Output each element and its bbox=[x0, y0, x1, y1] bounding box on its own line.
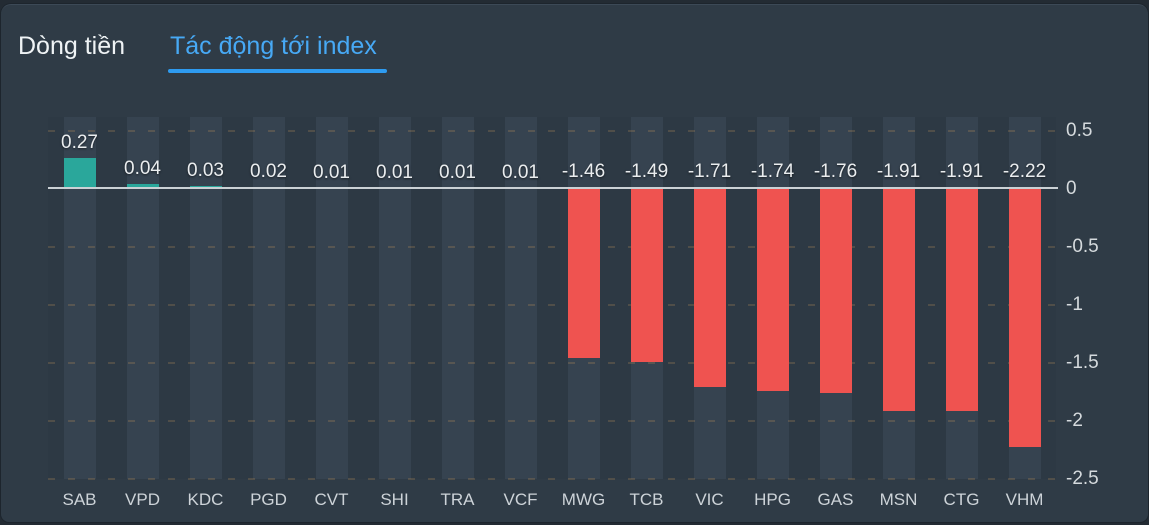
y-axis-label: -2 bbox=[1066, 410, 1083, 431]
y-axis-label: -1.5 bbox=[1066, 352, 1099, 373]
x-axis-label: KDC bbox=[187, 490, 224, 509]
value-label: 0.27 bbox=[61, 131, 98, 153]
value-label: -1.91 bbox=[939, 161, 984, 182]
gridline bbox=[48, 246, 1056, 248]
gridline bbox=[48, 478, 1056, 480]
x-axis-label: TCB bbox=[629, 490, 664, 509]
bar-hpg[interactable] bbox=[756, 189, 789, 391]
value-label: 0.01 bbox=[439, 161, 476, 183]
value-label: -1.49 bbox=[624, 161, 669, 182]
x-axis-label: SAB bbox=[62, 490, 97, 509]
gridline bbox=[48, 420, 1056, 422]
x-axis-label: VHM bbox=[1005, 490, 1044, 509]
value-label: 0.01 bbox=[313, 161, 350, 183]
column-backdrop bbox=[504, 117, 537, 479]
y-axis-label: 0 bbox=[1066, 178, 1077, 199]
bar-mwg[interactable] bbox=[567, 189, 600, 359]
x-axis-label: CVT bbox=[314, 490, 349, 509]
value-label: -1.46 bbox=[561, 161, 606, 182]
value-label: -2.22 bbox=[1002, 161, 1047, 182]
value-label: 0.02 bbox=[250, 160, 287, 182]
x-axis-label: MWG bbox=[561, 490, 606, 509]
gridline bbox=[48, 304, 1056, 306]
x-axis-label: PGD bbox=[250, 490, 287, 509]
y-axis-label: -0.5 bbox=[1066, 236, 1099, 257]
x-axis-label: SHI bbox=[380, 490, 409, 509]
bar-tcb[interactable] bbox=[630, 189, 663, 362]
gridline bbox=[48, 130, 1056, 132]
column-backdrop bbox=[189, 117, 222, 479]
value-label: 0.03 bbox=[187, 159, 224, 181]
bar-vic[interactable] bbox=[693, 189, 726, 388]
value-label: 0.01 bbox=[376, 161, 413, 183]
value-label: -1.91 bbox=[876, 161, 921, 182]
x-axis-label: VPD bbox=[125, 490, 160, 509]
bar-vhm[interactable] bbox=[1008, 189, 1041, 447]
x-axis-label: MSN bbox=[879, 490, 918, 509]
tab-index-impact[interactable]: Tác động tới index bbox=[170, 32, 377, 60]
value-label: -1.71 bbox=[687, 161, 732, 182]
y-axis-label: -1 bbox=[1066, 294, 1083, 315]
gridline bbox=[48, 362, 1056, 364]
bar-msn[interactable] bbox=[882, 189, 915, 411]
bar-ctg[interactable] bbox=[945, 189, 978, 411]
column-backdrop bbox=[252, 117, 285, 479]
value-label: -1.76 bbox=[813, 161, 858, 182]
x-axis-label: CTG bbox=[943, 490, 980, 509]
x-axis-label: VIC bbox=[695, 490, 724, 509]
column-backdrop bbox=[441, 117, 474, 479]
y-axis-label: -2.5 bbox=[1066, 468, 1099, 489]
x-axis-label: TRA bbox=[440, 490, 475, 509]
y-axis-label: 0.5 bbox=[1066, 120, 1093, 141]
value-label: -1.74 bbox=[750, 161, 795, 182]
tab-money-flow[interactable]: Dòng tiền bbox=[18, 32, 126, 60]
x-axis-label: HPG bbox=[754, 490, 791, 509]
column-backdrop bbox=[315, 117, 348, 479]
bar-sab[interactable] bbox=[63, 157, 96, 189]
x-axis-label: VCF bbox=[503, 490, 538, 509]
x-axis-label: GAS bbox=[817, 490, 854, 509]
bar-gas[interactable] bbox=[819, 189, 852, 394]
column-backdrop bbox=[378, 117, 411, 479]
active-tab-underline bbox=[168, 69, 387, 73]
value-label: 0.04 bbox=[124, 158, 161, 180]
bar-vpd[interactable] bbox=[126, 184, 159, 189]
column-backdrop bbox=[126, 117, 159, 479]
value-label: 0.01 bbox=[502, 161, 539, 183]
zero-axis-line bbox=[48, 187, 1058, 189]
